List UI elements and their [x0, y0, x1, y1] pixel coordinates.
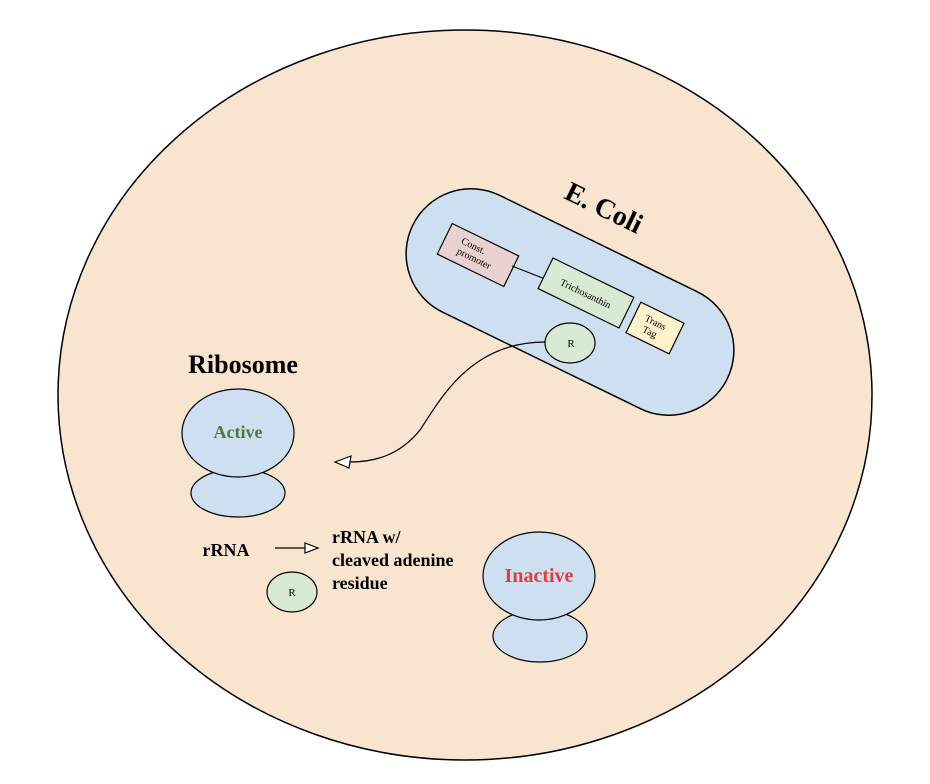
reaction-product-line-3: residue — [332, 573, 388, 593]
reaction-arrowhead — [304, 542, 320, 554]
inactive-label: Inactive — [505, 565, 574, 587]
inactive-large-subunit — [482, 531, 596, 621]
delivery-arrow — [349, 341, 546, 463]
tag-box: Trans Tag — [625, 301, 685, 355]
promoter-rect — [436, 222, 520, 288]
protein-r-enzyme-label: R — [288, 587, 296, 599]
reaction-substrate: rRNA — [203, 540, 250, 560]
inactive-ribosome: Inactive — [482, 531, 596, 663]
reaction-product-line-1: rRNA w/ — [332, 527, 401, 547]
active-label: Active — [214, 422, 263, 442]
tag-rect — [625, 301, 685, 355]
ribosome-heading: Ribosome — [188, 350, 298, 379]
active-ribosome: Active — [181, 388, 295, 518]
active-large-subunit — [181, 388, 295, 478]
gene-rect — [537, 257, 635, 329]
delivery-arrowhead — [333, 455, 352, 469]
dna-line — [511, 265, 546, 280]
reaction-product-line-2: cleaved adenine — [332, 550, 454, 570]
protein-r-ecoli — [544, 322, 596, 364]
protein-r-enzyme — [266, 571, 318, 613]
host-cell — [57, 29, 873, 761]
protein-r-ecoli-label: R — [567, 338, 575, 350]
